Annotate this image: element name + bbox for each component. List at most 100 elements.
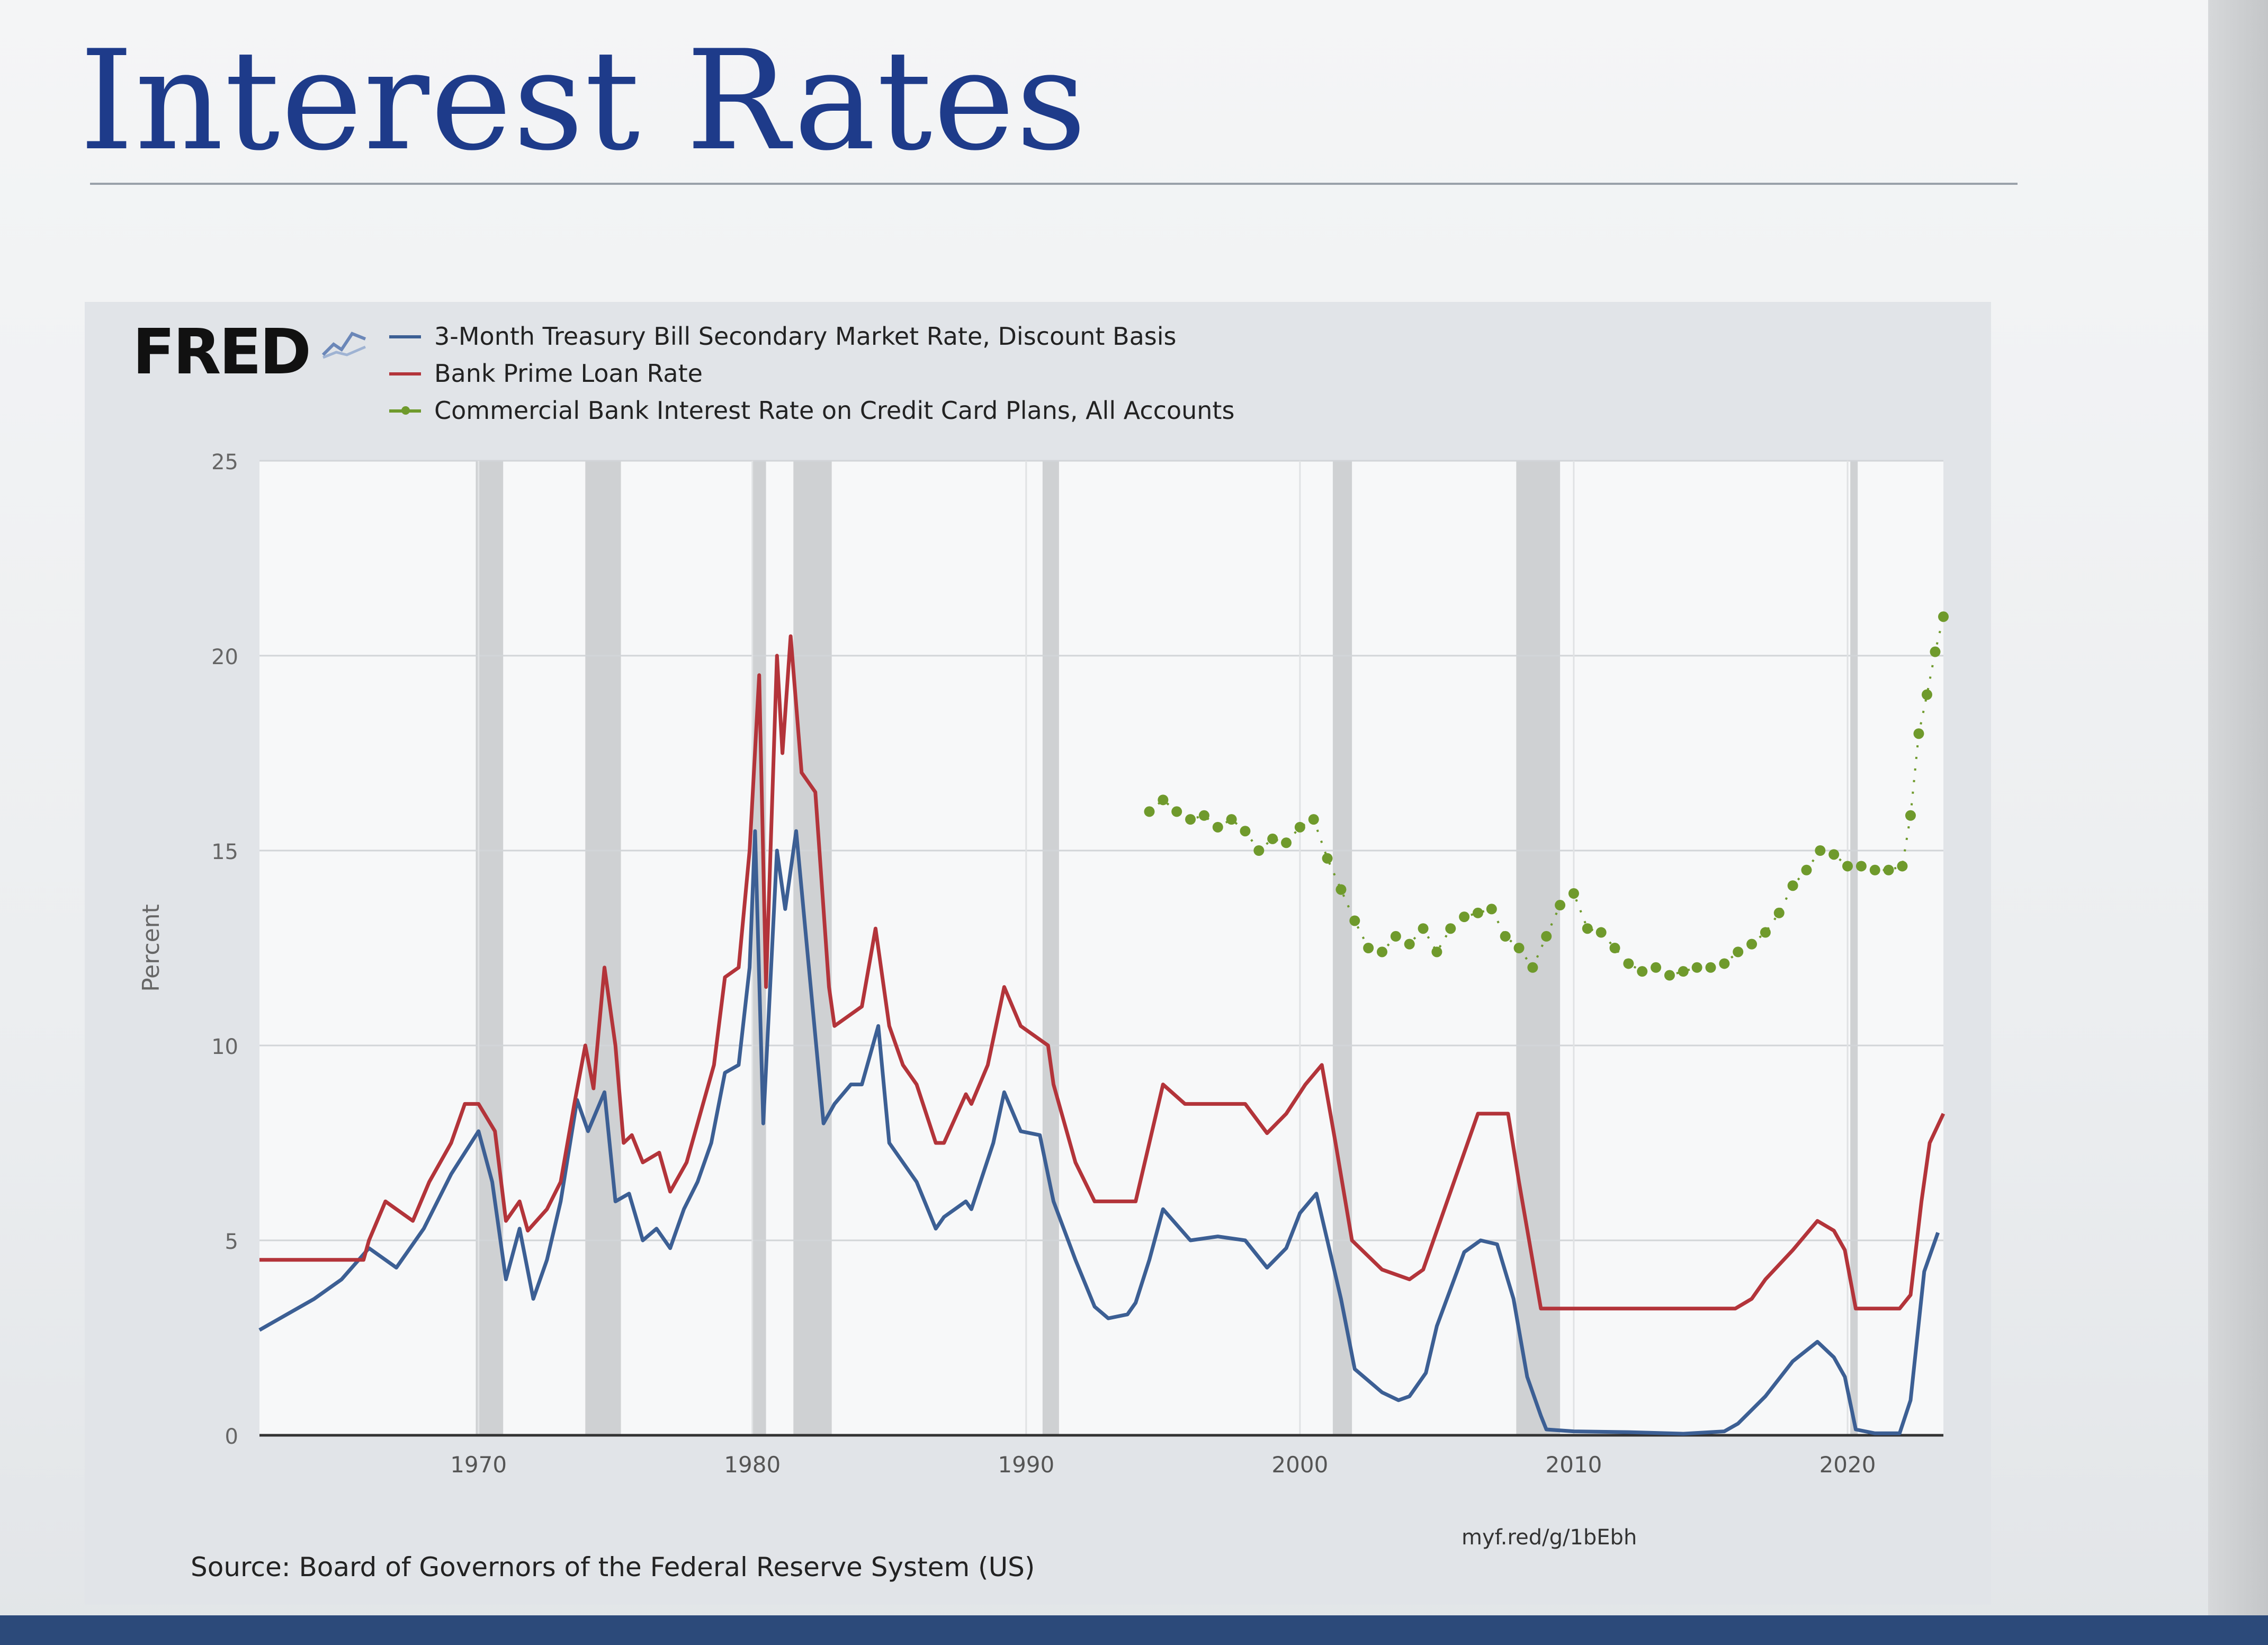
series-2-point-29: [1541, 931, 1552, 942]
series-2-point-30: [1555, 900, 1566, 911]
series-2-point-32: [1582, 923, 1593, 934]
x-tick-label-1970: 1970: [450, 1452, 507, 1478]
series-2-point-43: [1733, 946, 1744, 958]
fred-logo: FRED: [132, 315, 311, 388]
y-axis-label: Percent: [138, 904, 165, 992]
series-2-point-39: [1678, 966, 1689, 977]
series-2-point-51: [1842, 861, 1853, 872]
legend-swatch-prime: [387, 363, 424, 384]
series-2-point-58: [1921, 689, 1932, 700]
legend-label-tbill: 3-Month Treasury Bill Secondary Market R…: [434, 322, 1177, 351]
y-tick-label-20: 20: [211, 645, 238, 669]
series-2-point-18: [1390, 931, 1401, 942]
series-2-point-23: [1459, 911, 1470, 923]
chart-legend: 3-Month Treasury Bill Secondary Market R…: [387, 318, 1234, 429]
series-2-point-55: [1897, 861, 1908, 872]
series-2-point-24: [1472, 907, 1483, 918]
series-2-point-22: [1445, 923, 1456, 934]
series-2-point-31: [1568, 888, 1579, 899]
series-2-point-35: [1623, 958, 1634, 969]
y-tick-label-0: 0: [225, 1425, 238, 1449]
series-2-point-12: [1308, 814, 1319, 825]
fred-chart-panel: FRED 3-Month Treasury Bill Secondary Mar…: [85, 302, 1991, 1605]
source-note: Source: Board of Governors of the Federa…: [191, 1552, 1035, 1583]
series-2-point-9: [1267, 833, 1278, 844]
series-2-point-38: [1664, 970, 1675, 981]
series-2-point-59: [1930, 646, 1941, 657]
y-tick-label-25: 25: [211, 450, 238, 475]
series-2-point-42: [1719, 958, 1730, 969]
series-2-point-27: [1513, 943, 1525, 953]
legend-label-prime: Bank Prime Loan Rate: [434, 359, 703, 388]
recession-band-4: [1042, 461, 1059, 1435]
series-2-point-52: [1855, 861, 1867, 872]
x-tick-label-2010: 2010: [1546, 1452, 1602, 1478]
series-2-point-3: [1185, 814, 1196, 825]
series-2-point-46: [1773, 907, 1785, 918]
series-2-point-25: [1486, 904, 1497, 915]
series-2-point-2: [1171, 806, 1182, 817]
series-2-point-53: [1869, 864, 1880, 875]
series-2-point-26: [1500, 931, 1511, 942]
series-2-point-41: [1705, 962, 1716, 973]
recession-band-5: [1332, 461, 1352, 1435]
series-2-point-33: [1595, 927, 1607, 938]
legend-swatch-tbill: [387, 326, 424, 347]
y-tick-label-5: 5: [225, 1230, 238, 1254]
title-divider: [90, 183, 2018, 185]
series-2-point-13: [1322, 853, 1333, 864]
series-2-point-0: [1144, 806, 1155, 817]
series-2-point-60: [1938, 611, 1949, 622]
recession-band-1: [585, 461, 621, 1435]
series-2-point-7: [1240, 826, 1251, 837]
interest-rate-chart: 0 5 10 15 20 25 1970 1980 1990 2000 2010 2020 Percen…: [138, 450, 1949, 1478]
series-line-1: [259, 634, 1946, 1311]
legend-swatch-credit-card: [387, 400, 424, 421]
series-2-point-14: [1335, 884, 1347, 895]
series-2-point-36: [1637, 966, 1648, 977]
legend-item-tbill: 3-Month Treasury Bill Secondary Market R…: [387, 318, 1234, 355]
y-tick-label-10: 10: [211, 1035, 238, 1059]
series-2-point-45: [1760, 927, 1771, 938]
series-2-point-4: [1198, 810, 1209, 821]
series-2-point-28: [1527, 962, 1538, 973]
x-tick-label-1980: 1980: [724, 1452, 781, 1478]
series-2-point-54: [1883, 864, 1894, 875]
x-tick-label-2000: 2000: [1271, 1452, 1328, 1478]
x-tick-label-1990: 1990: [998, 1452, 1054, 1478]
series-2-point-20: [1418, 923, 1429, 934]
series-2-point-1: [1158, 794, 1169, 806]
series-2-point-8: [1253, 845, 1265, 856]
slide-title: Interest Rates: [79, 21, 1088, 181]
series-2-point-34: [1609, 943, 1620, 953]
series-2-point-21: [1431, 946, 1442, 958]
series-2-point-40: [1691, 962, 1702, 973]
x-tick-label-2020: 2020: [1819, 1452, 1876, 1478]
series-2-point-47: [1787, 880, 1798, 891]
series-2-point-37: [1651, 962, 1662, 973]
series-2-point-44: [1746, 938, 1758, 950]
series-2-point-50: [1828, 849, 1840, 860]
legend-item-prime: Bank Prime Loan Rate: [387, 355, 1234, 392]
plot-area: [259, 461, 1943, 1435]
fred-chart-icon: [321, 332, 366, 359]
series-2-point-16: [1363, 943, 1374, 953]
recession-band-0: [476, 461, 504, 1435]
series-2-point-19: [1404, 938, 1415, 950]
series-2-point-48: [1801, 864, 1812, 875]
series-2-point-6: [1226, 814, 1237, 825]
series-2-point-56: [1905, 810, 1916, 821]
short-url[interactable]: myf.red/g/1bEbh: [1462, 1525, 1637, 1550]
series-2-point-5: [1212, 821, 1223, 833]
legend-item-credit-card: Commercial Bank Interest Rate on Credit …: [387, 392, 1234, 429]
y-tick-label-15: 15: [211, 840, 238, 864]
series-line-0: [258, 829, 1940, 1436]
recession-band-7: [1850, 461, 1858, 1435]
series-2-point-15: [1349, 915, 1360, 926]
series-2-point-10: [1281, 837, 1292, 848]
series-2-point-57: [1913, 728, 1924, 739]
series-2-point-11: [1294, 821, 1305, 833]
series-2-point-17: [1377, 946, 1387, 958]
series-2-point-49: [1815, 845, 1826, 856]
